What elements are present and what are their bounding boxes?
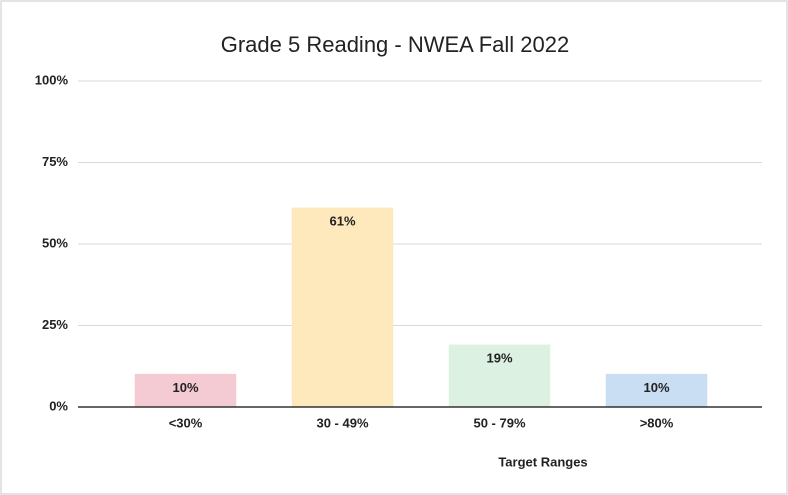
- bar: [448, 344, 551, 408]
- y-tick-label: 0%: [49, 398, 68, 413]
- y-tick-label: 25%: [42, 317, 68, 332]
- y-tick-label: 75%: [42, 154, 68, 169]
- x-axis-label: Target Ranges: [498, 454, 587, 469]
- x-tick-label: <30%: [169, 415, 203, 430]
- y-tick-label: 50%: [42, 235, 68, 250]
- data-label: 10%: [643, 380, 669, 395]
- data-label: 61%: [329, 214, 355, 229]
- bar: [605, 373, 708, 408]
- x-tick-label: 50 - 79%: [473, 415, 525, 430]
- x-tick-label: >80%: [640, 415, 674, 430]
- chart-title: Grade 5 Reading - NWEA Fall 2022: [221, 32, 570, 57]
- x-tick-label: 30 - 49%: [316, 415, 368, 430]
- y-tick-label: 100%: [35, 72, 69, 87]
- data-label: 10%: [172, 380, 198, 395]
- data-label: 19%: [486, 350, 512, 365]
- bar: [291, 207, 394, 408]
